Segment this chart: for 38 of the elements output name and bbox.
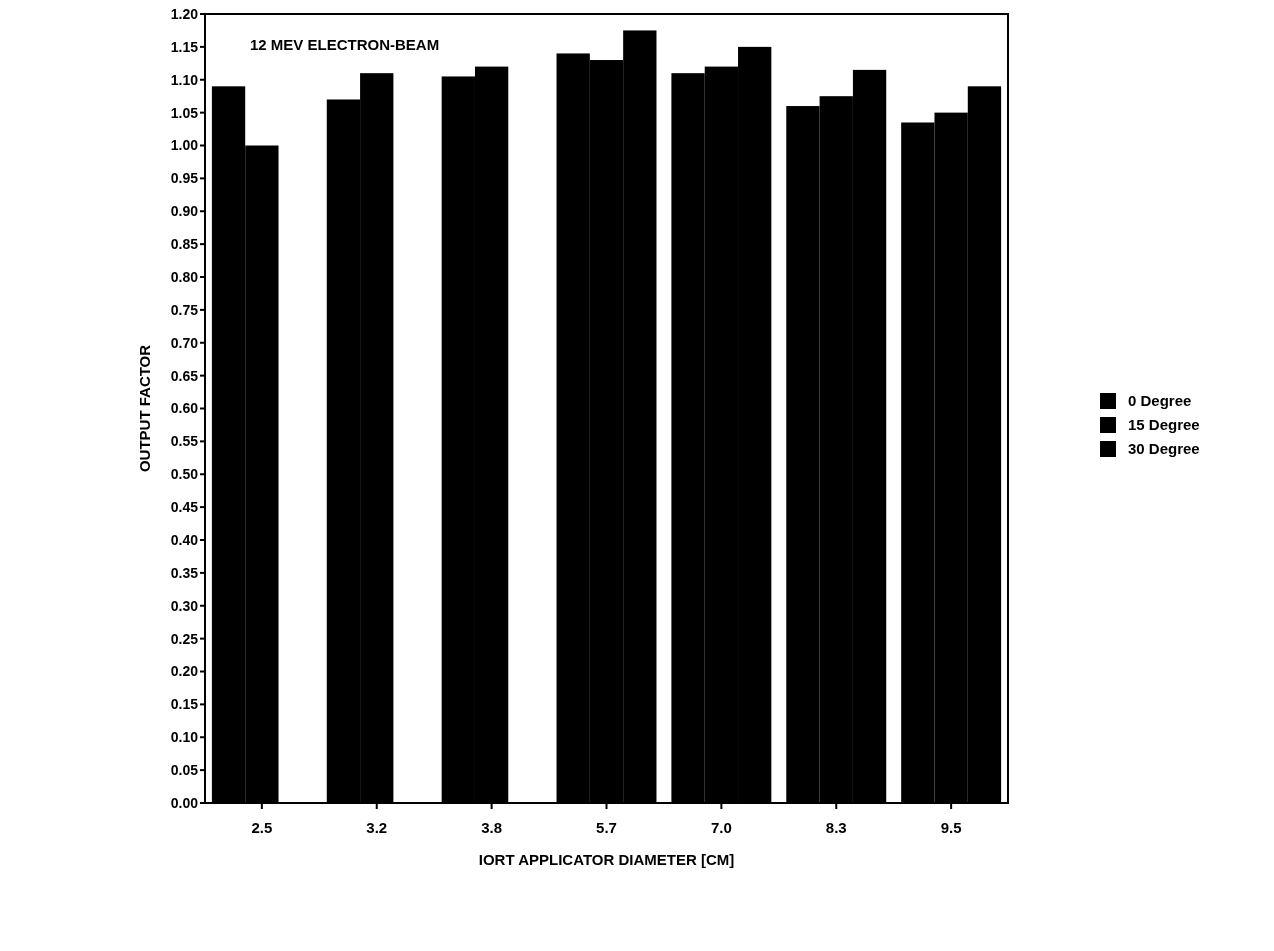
y-tick-label: 1.20 — [170, 5, 199, 22]
x-tick-label: 2.5 — [251, 819, 273, 836]
x-tick-label: 7.0 — [710, 819, 732, 836]
y-tick-label: 0.55 — [170, 433, 199, 450]
x-axis-title: IORT APPLICATOR DIAMETER [CM] — [478, 851, 735, 868]
x-tick-label: 3.8 — [481, 819, 503, 836]
x-tick-label: 8.3 — [825, 819, 847, 836]
y-tick-label: 0.50 — [170, 466, 199, 483]
legend-label: 15 Degree — [1128, 416, 1200, 434]
y-tick-label: 0.15 — [170, 696, 199, 713]
y-tick-label: 0.80 — [170, 268, 199, 285]
y-tick-label: 0.35 — [170, 564, 199, 581]
y-tick-label: 0.00 — [170, 794, 199, 811]
y-tick-label: 0.25 — [170, 630, 199, 647]
y-tick-label: 0.90 — [170, 203, 199, 220]
y-tick-label: 0.95 — [170, 170, 199, 187]
y-tick-label: 0.75 — [170, 301, 199, 318]
x-tick-label: 5.7 — [596, 819, 617, 836]
y-tick-label: 0.70 — [170, 334, 199, 351]
y-tick-label: 0.30 — [170, 597, 199, 614]
y-tick-label: 0.65 — [170, 367, 199, 384]
y-tick-label: 1.10 — [170, 71, 199, 88]
y-tick-label: 0.85 — [170, 236, 199, 253]
y-tick-label: 0.60 — [170, 400, 199, 417]
y-tick-label: 0.10 — [170, 729, 199, 746]
y-tick-label: 0.40 — [170, 531, 199, 548]
x-tick-label: 9.5 — [940, 819, 962, 836]
y-tick-label: 0.45 — [170, 499, 199, 516]
y-tick-label: 0.05 — [170, 762, 199, 779]
y-tick-label: 1.05 — [170, 104, 199, 121]
y-tick-label: 0.20 — [170, 663, 199, 680]
legend-label: 0 Degree — [1128, 392, 1192, 410]
y-tick-label: 1.15 — [170, 38, 199, 55]
x-tick-label: 3.2 — [366, 819, 388, 836]
legend-label: 30 Degree — [1128, 440, 1200, 458]
y-tick-label: 1.00 — [170, 137, 199, 154]
y-axis-title: OUTPUT FACTOR — [136, 344, 153, 473]
annotation: 12 MEV ELECTRON-BEAM — [250, 36, 440, 53]
